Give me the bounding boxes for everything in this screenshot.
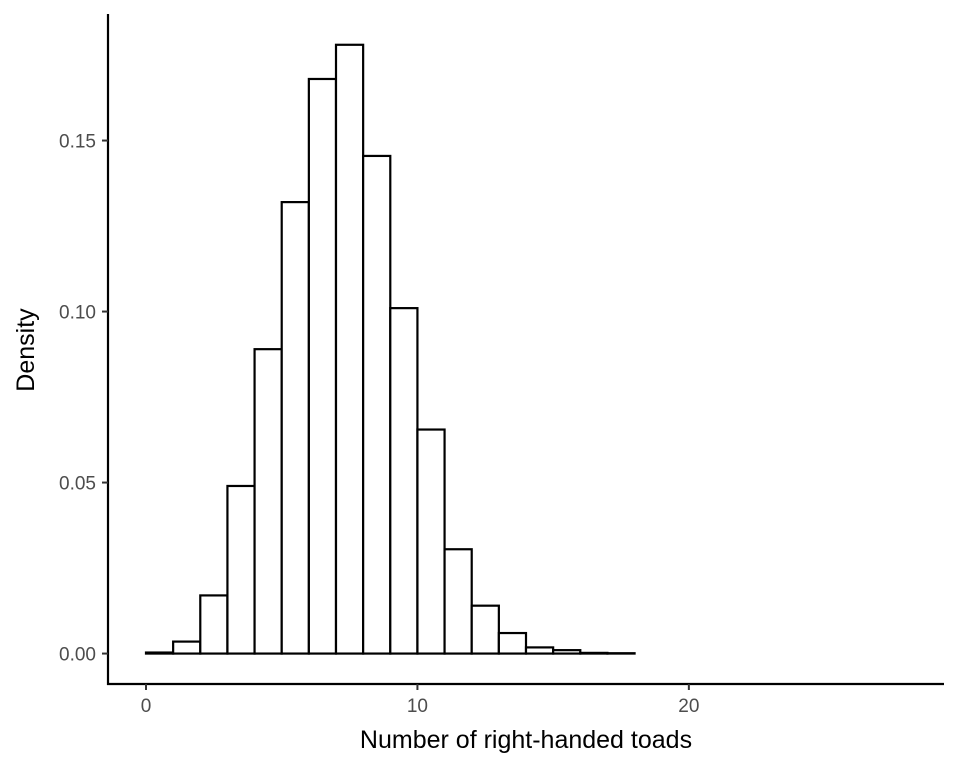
y-tick-label: 0.05 (59, 474, 96, 495)
histogram-bar-7 (334, 43, 365, 655)
histogram-bar-10 (416, 428, 446, 655)
x-tick-label: 0 (141, 696, 152, 717)
histogram-bar-16 (579, 651, 609, 655)
histogram-bar-4 (253, 348, 283, 655)
histogram-bar-13 (497, 631, 528, 655)
histogram-bar-0 (144, 651, 175, 655)
x-axis-title: Number of right-handed toads (360, 726, 692, 754)
y-tick-label: 0.10 (59, 303, 96, 324)
histogram-bar-11 (443, 548, 473, 655)
histogram-bar-9 (389, 307, 419, 655)
histogram-bar-2 (199, 594, 229, 655)
y-axis-title: Density (12, 308, 40, 392)
x-tick-label: 10 (407, 696, 428, 717)
y-axis-ticks: 0.00 0.05 0.10 0.15 (59, 132, 108, 666)
histogram-bar-15 (552, 649, 582, 655)
histogram-bar-3 (226, 484, 256, 655)
x-tick-label: 20 (678, 696, 699, 717)
y-tick-label: 0.15 (59, 132, 96, 153)
histogram-bar-14 (524, 646, 555, 655)
histogram-bar-1 (172, 640, 202, 655)
y-tick-label: 0.00 (59, 645, 96, 666)
histogram-bar-5 (280, 201, 310, 655)
histogram-bar-12 (470, 604, 500, 655)
histogram-bar-6 (307, 77, 338, 655)
x-axis-ticks: 0 10 20 (141, 684, 699, 717)
histogram-bar-8 (362, 154, 392, 655)
bars-layer (144, 43, 636, 655)
